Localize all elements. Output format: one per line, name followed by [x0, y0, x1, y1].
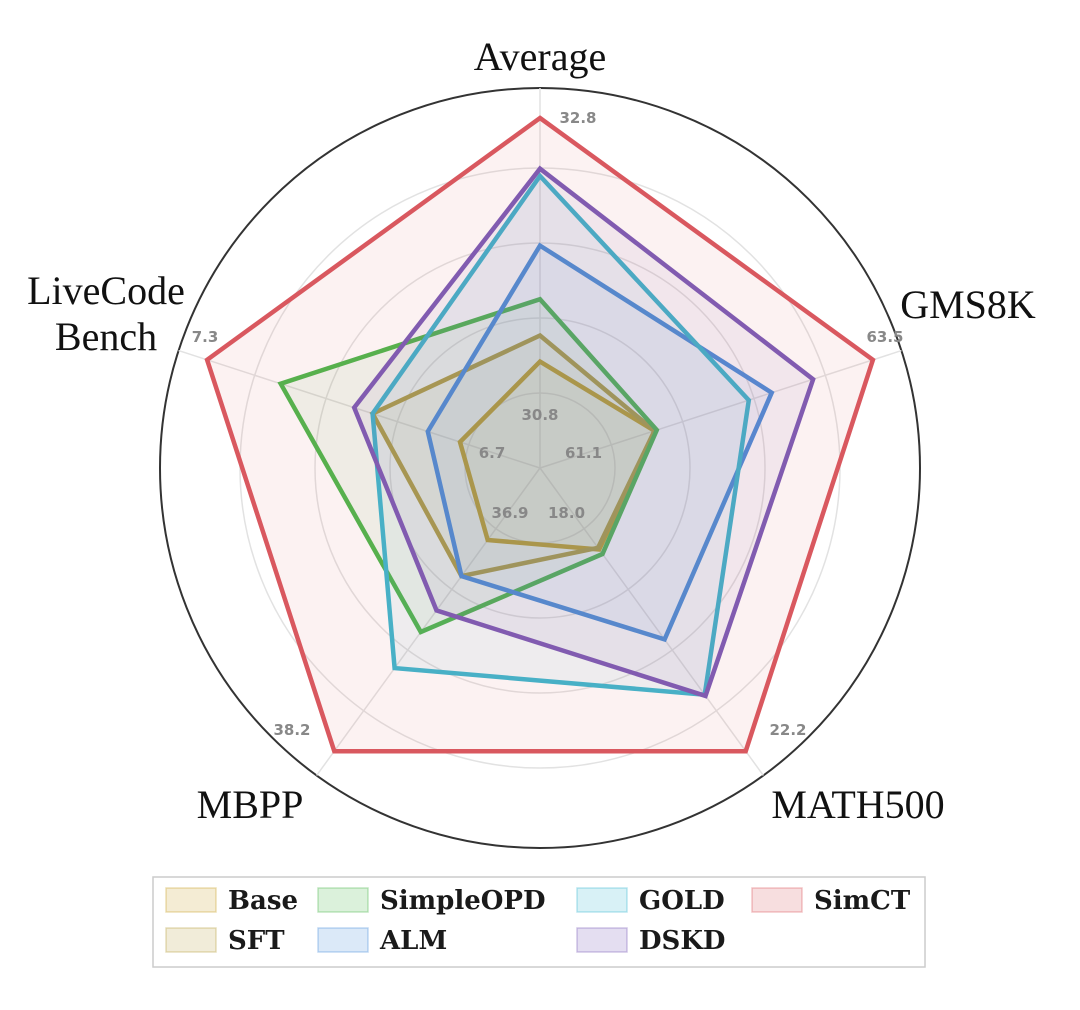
legend-item-alm: ALM: [317, 926, 447, 956]
legend-label-simct: SimCT: [814, 886, 911, 916]
tick-label-math500-inner: 18.0: [548, 504, 585, 522]
legend-swatch-dskd: [576, 927, 628, 953]
tick-label-math500-outer: 22.2: [769, 721, 806, 739]
legend-item-gold: GOLD: [576, 886, 725, 916]
tick-label-average-inner: 30.8: [521, 406, 558, 424]
series-base: [457, 358, 658, 552]
axis-line-mbpp: [316, 467, 541, 776]
legend-label-simpleopd: SimpleOPD: [380, 886, 546, 916]
axis-titles: Average GMS8K MATH500 MBPP LiveCode Bench: [27, 34, 1036, 827]
legend-label-dskd: DSKD: [639, 926, 725, 956]
legend-swatch-alm: [317, 927, 369, 953]
legend-swatch-sft: [165, 927, 217, 953]
series-dskd: [351, 165, 816, 699]
legend-label-alm: ALM: [379, 926, 447, 956]
axis-line-math500: [539, 467, 764, 776]
tick-label-mbpp-outer: 38.2: [273, 721, 310, 739]
axis-line-gms8k: [539, 349, 902, 469]
series-alm: [425, 242, 775, 643]
tick-label-livecodebench-inner: 6.7: [479, 444, 506, 462]
legend-swatch-simpleopd: [317, 887, 369, 913]
legend-swatch-base: [165, 887, 217, 913]
legend-item-base: Base: [165, 886, 298, 916]
tick-label-mbpp-inner: 36.9: [491, 504, 528, 522]
radar-series: [204, 115, 876, 754]
tick-labels: 30.8 32.8 61.1 63.5 18.0 22.2 36.9 38.2 6.7 7.3: [192, 109, 904, 739]
legend-swatch-simct: [751, 887, 803, 913]
axis-line-livecodebench: [178, 349, 541, 469]
legend-item-sft: SFT: [165, 926, 285, 956]
legend-item-simct: SimCT: [751, 886, 911, 916]
axis-title-average: Average: [474, 34, 607, 79]
legend-item-simpleopd: SimpleOPD: [317, 886, 546, 916]
legend-label-sft: SFT: [228, 926, 285, 956]
tick-label-livecodebench-outer: 7.3: [192, 328, 219, 346]
series-sft: [369, 332, 658, 579]
legend-label-gold: GOLD: [639, 886, 725, 916]
series-gold: [370, 172, 752, 698]
axis-title-gms8k: GMS8K: [900, 282, 1036, 327]
legend-box: [152, 876, 926, 968]
axis-title-math500: MATH500: [771, 782, 944, 827]
tick-label-gms8k-inner: 61.1: [565, 444, 602, 462]
legend-label-base: Base: [228, 886, 298, 916]
legend-swatch-gold: [576, 887, 628, 913]
axis-title-mbpp: MBPP: [197, 782, 304, 827]
tick-label-gms8k-outer: 63.5: [866, 328, 903, 346]
legend-item-dskd: DSKD: [576, 926, 725, 956]
series-simct: [204, 115, 876, 754]
axis-title-livecodebench: LiveCode Bench: [27, 268, 185, 359]
tick-label-average-outer: 32.8: [559, 109, 596, 127]
legend: Base SimpleOPD GOLD SimCT SFT ALM DSKD: [152, 876, 926, 968]
